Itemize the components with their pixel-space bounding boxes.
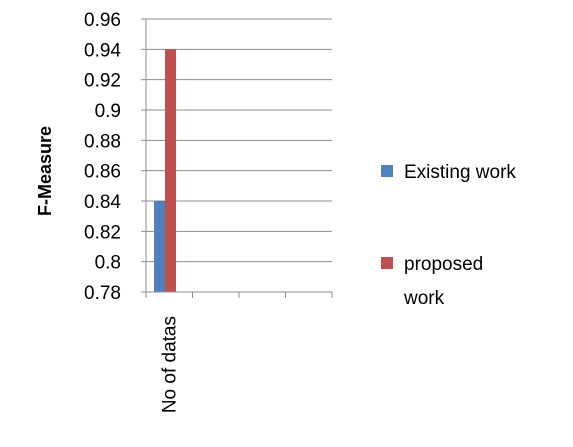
y-tick-label: 0.94 (84, 40, 121, 61)
bars (154, 49, 176, 293)
y-axis-title: F-Measure (35, 126, 55, 216)
legend-label: Existing work (404, 162, 516, 183)
legend-swatch (381, 165, 393, 177)
y-tick-label: 0.78 (84, 283, 121, 304)
legend-label: work (403, 288, 445, 309)
axes (145, 19, 333, 298)
y-tick-label: 0.84 (84, 192, 121, 213)
y-tick-label: 0.9 (95, 101, 121, 122)
gridlines (146, 18, 332, 263)
legend-swatch (381, 257, 393, 269)
legend: Existing work proposed work (381, 162, 516, 309)
y-tick-labels: 0.96 0.94 0.92 0.9 0.88 0.86 0.84 0.82 0.8 0.78 (84, 10, 146, 304)
x-category-label: No of datas (159, 316, 180, 413)
y-tick-label: 0.92 (84, 71, 121, 92)
y-tick-label: 0.82 (84, 222, 121, 243)
y-tick-label: 0.88 (84, 131, 121, 152)
legend-label: proposed (404, 254, 483, 275)
bar-proposed-work (165, 49, 176, 293)
x-category-labels: No of datas (159, 316, 180, 413)
y-tick-label: 0.8 (95, 253, 121, 274)
y-tick-label: 0.86 (84, 162, 121, 183)
y-tick-label: 0.96 (84, 10, 121, 31)
bar-existing-work (154, 201, 165, 292)
